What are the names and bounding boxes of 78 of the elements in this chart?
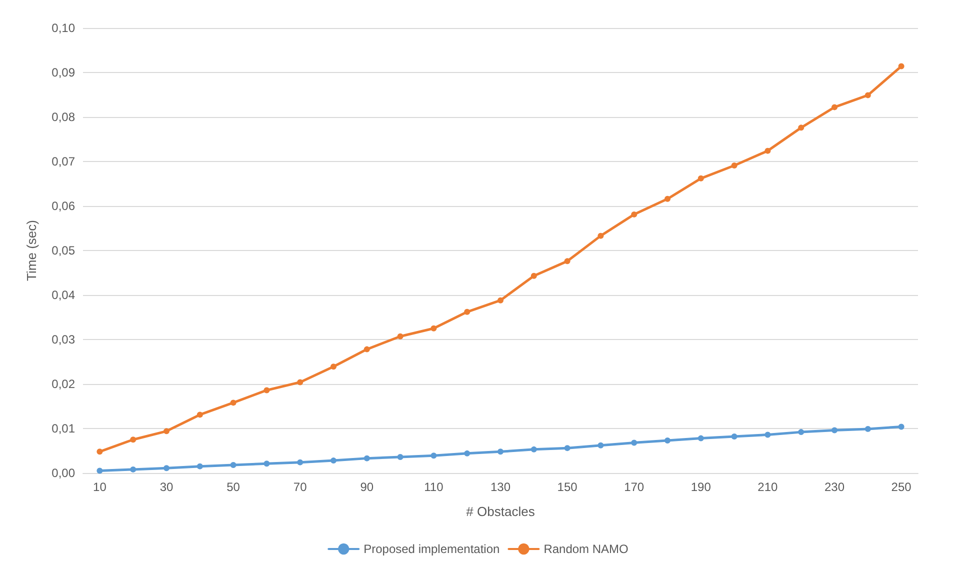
point — [698, 435, 704, 442]
y-tick-label: 0,02 — [52, 377, 76, 391]
point — [364, 346, 370, 352]
point — [698, 175, 704, 182]
point — [96, 448, 103, 455]
y-tick-label: 0,09 — [52, 66, 76, 80]
point — [130, 436, 136, 443]
point — [564, 445, 570, 452]
point — [764, 432, 771, 438]
point — [297, 379, 304, 386]
point — [598, 442, 604, 448]
point — [397, 454, 404, 460]
y-tick-label: 0,03 — [52, 332, 76, 346]
point — [196, 463, 203, 470]
point — [798, 124, 804, 131]
point — [864, 92, 871, 98]
point — [330, 364, 336, 370]
x-tick-label: 150 — [557, 480, 578, 494]
point — [330, 458, 336, 464]
point — [464, 308, 470, 315]
point — [898, 63, 904, 70]
point — [498, 297, 504, 304]
point — [297, 459, 304, 466]
point — [264, 460, 270, 467]
x-tick-label: 50 — [226, 480, 240, 494]
x-axis-title: # Obstacles — [466, 504, 536, 519]
point — [264, 387, 270, 394]
y-tick-label: 0,08 — [52, 110, 76, 124]
point — [798, 429, 804, 436]
x-tick-label: 190 — [690, 480, 712, 494]
point — [96, 468, 103, 474]
point — [764, 148, 771, 154]
x-tick-label: 90 — [360, 480, 374, 494]
point — [564, 258, 570, 264]
point — [196, 412, 203, 418]
point — [832, 427, 838, 434]
point — [664, 438, 670, 444]
point — [631, 440, 638, 446]
point — [164, 465, 170, 472]
x-tick-label: 70 — [293, 480, 308, 494]
point — [731, 162, 738, 169]
x-tick-label: 30 — [160, 480, 174, 494]
point — [364, 455, 370, 462]
y-axis-title: Time (sec) — [24, 220, 39, 281]
y-tick-label: 0,00 — [52, 466, 76, 480]
point — [530, 446, 537, 452]
x-tick-label: 170 — [624, 480, 644, 494]
point — [864, 426, 871, 432]
x-tick-label: 230 — [824, 480, 845, 494]
point — [430, 325, 437, 332]
point — [464, 450, 470, 456]
y-tick-label: 0,01 — [52, 422, 76, 436]
point — [832, 104, 838, 110]
y-tick-label: 0,04 — [52, 288, 76, 302]
point — [530, 272, 537, 279]
y-tick-label: 0,05 — [52, 244, 76, 258]
y-tick-label: 0,06 — [52, 199, 76, 213]
point — [130, 466, 136, 472]
point — [731, 434, 738, 440]
point — [164, 428, 170, 434]
x-tick-label: 10 — [93, 480, 107, 494]
x-tick-label: 250 — [891, 480, 912, 494]
point — [664, 196, 670, 202]
point — [898, 424, 904, 430]
point — [598, 232, 604, 239]
x-tick-label: 110 — [424, 480, 444, 494]
point — [397, 333, 404, 340]
point — [631, 211, 638, 218]
y-tick-label: 0,10 — [52, 21, 76, 35]
y-tick-label: 0,07 — [52, 154, 76, 168]
point — [430, 452, 437, 459]
point — [230, 462, 236, 468]
legend-label: Random NAMO — [544, 542, 628, 556]
x-tick-label: 130 — [490, 480, 511, 494]
point — [230, 400, 236, 406]
x-tick-label: 210 — [758, 480, 778, 494]
legend-label: Proposed implementation — [364, 542, 500, 556]
point — [498, 448, 504, 455]
